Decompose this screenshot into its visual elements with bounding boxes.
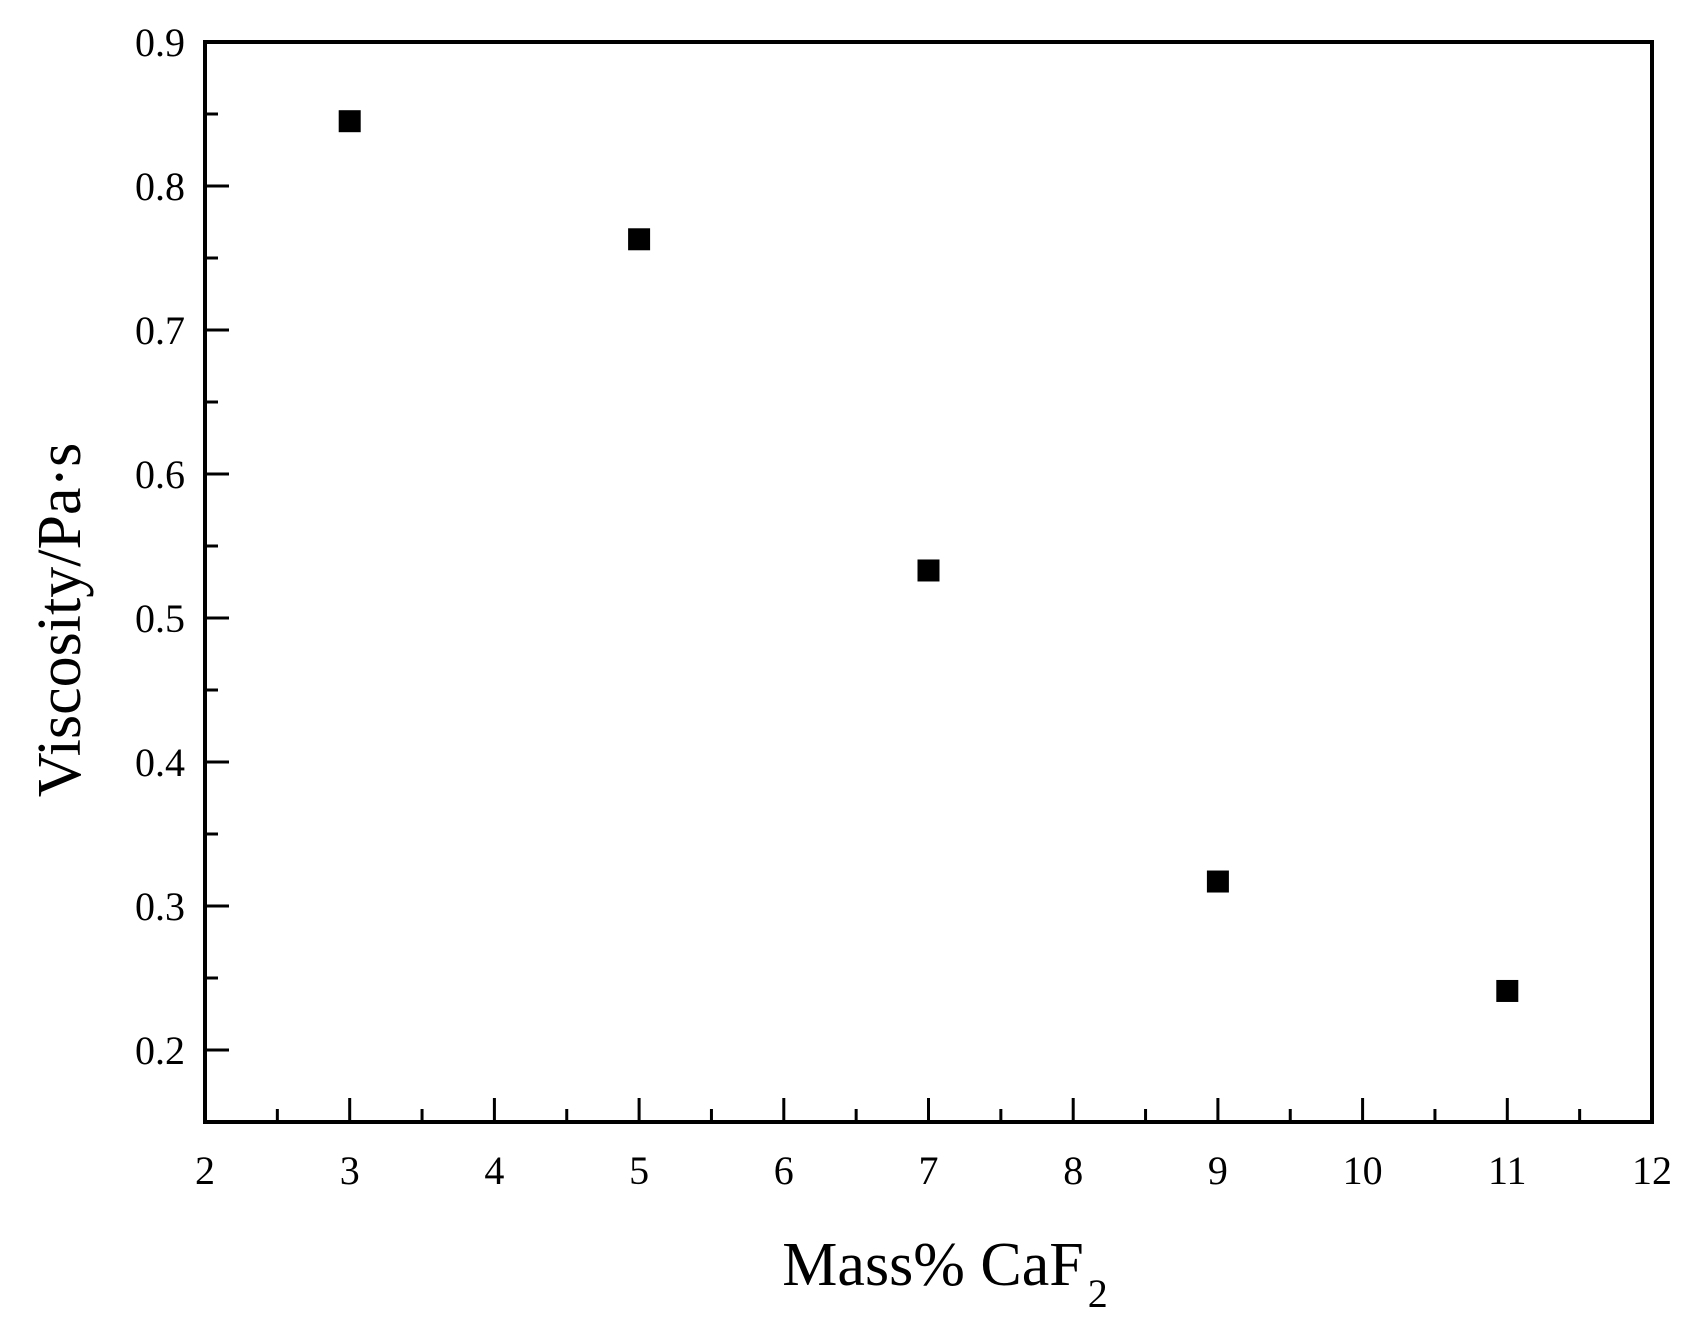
y-tick-label: 0.6 (135, 452, 185, 497)
x-axis-label: Mass% CaF 2 (782, 1231, 1107, 1316)
x-tick-label: 5 (629, 1148, 649, 1193)
data-point (338, 110, 361, 133)
ticks-layer (203, 40, 1654, 1122)
plot-frame (203, 40, 1654, 1124)
x-tick-label: 7 (919, 1148, 939, 1193)
data-point (1496, 979, 1519, 1002)
y-tick-label: 0.8 (135, 164, 185, 209)
y-tick-label: 0.7 (135, 308, 185, 353)
x-tick-label: 12 (1632, 1148, 1672, 1193)
tick-labels-layer: 2 3 4 5 6 7 8 9 10 11 12 0.2 0.3 0.4 0.5 0.6 0.7 0.8 0.9 (135, 20, 1672, 1193)
x-tick-label: 11 (1488, 1148, 1527, 1193)
y-axis-label: Viscosity/Pa·s (26, 443, 94, 798)
y-tick-label: 0.4 (135, 740, 185, 785)
y-tick-label: 0.3 (135, 884, 185, 929)
x-tick-label: 4 (484, 1148, 504, 1193)
y-tick-label: 0.9 (135, 20, 185, 65)
data-point (628, 228, 651, 251)
x-tick-label: 3 (340, 1148, 360, 1193)
y-tick-label: 0.5 (135, 596, 185, 641)
x-tick-label: 10 (1343, 1148, 1383, 1193)
points-layer (338, 110, 1519, 1002)
x-tick-label: 9 (1208, 1148, 1228, 1193)
x-axis-label-subscript: 2 (1088, 1271, 1108, 1316)
data-point (1206, 870, 1229, 893)
x-tick-label: 8 (1063, 1148, 1083, 1193)
x-axis-label-text: Mass% CaF (782, 1231, 1083, 1299)
data-point (917, 559, 940, 582)
x-tick-label: 2 (195, 1148, 215, 1193)
x-tick-label: 6 (774, 1148, 794, 1193)
y-tick-label: 0.2 (135, 1028, 185, 1073)
